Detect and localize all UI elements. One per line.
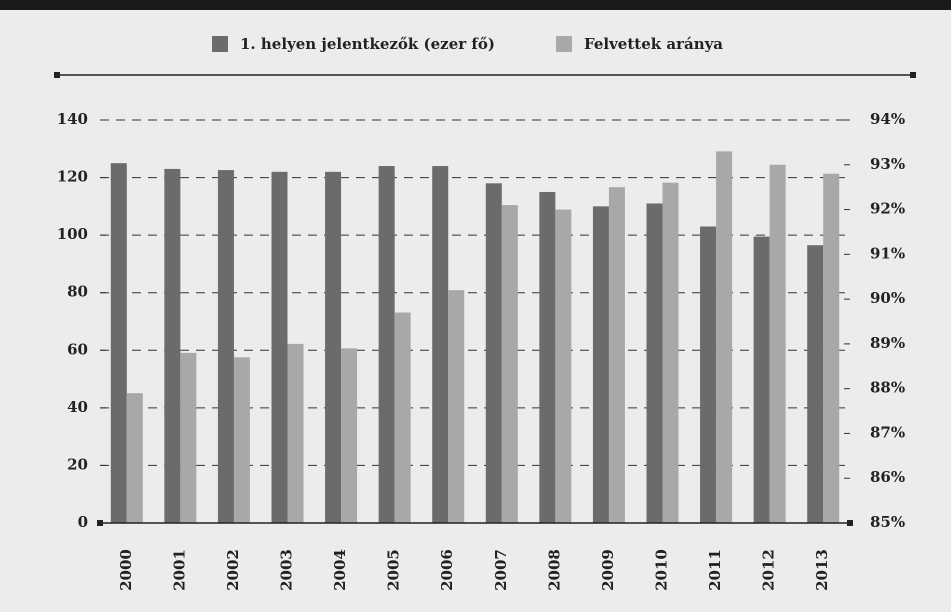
x-tick-label: 2012: [760, 549, 778, 591]
y-tick-label: 120: [57, 168, 88, 186]
y-tick-label: 80: [67, 283, 88, 301]
bar: [539, 191, 556, 523]
y-tick-label: 0: [78, 513, 88, 531]
bar: [432, 166, 449, 524]
bar: [662, 182, 679, 523]
y2-tick-label: 92%: [870, 200, 905, 218]
bar: [341, 348, 358, 523]
bar: [608, 187, 625, 523]
legend-label: 1. helyen jelentkezők (ezer fő): [240, 35, 495, 53]
bar: [592, 206, 609, 523]
y2-tick-label: 89%: [870, 334, 905, 352]
bar: [700, 226, 717, 523]
x-tick-label: 2010: [653, 549, 671, 591]
bar: [287, 343, 304, 523]
bar: [485, 183, 502, 524]
bar: [164, 168, 181, 523]
x-tick-label: 2006: [438, 549, 456, 591]
bar: [180, 352, 197, 523]
y-tick-label: 140: [57, 110, 88, 128]
y2-tick-label: 93%: [870, 155, 905, 173]
legend-swatch: [556, 36, 572, 52]
x-tick-label: 2003: [278, 549, 296, 591]
bar: [448, 290, 465, 523]
bar: [646, 203, 663, 523]
bar: [753, 236, 770, 523]
bar: [217, 170, 234, 523]
x-tick-label: 2013: [813, 549, 831, 591]
y2-tick-label: 86%: [870, 468, 905, 486]
x-tick-label: 2009: [599, 549, 617, 591]
legend-label: Felvettek aránya: [584, 35, 723, 53]
bar: [716, 151, 733, 523]
bar: [807, 245, 824, 524]
bar: [555, 209, 572, 524]
y-tick-label: 20: [67, 455, 88, 473]
x-tick-label: 2001: [170, 549, 188, 591]
y-tick-label: 60: [67, 340, 88, 358]
y2-tick-label: 85%: [870, 513, 905, 531]
bar: [325, 171, 342, 524]
bar: [394, 312, 411, 523]
bar: [233, 357, 250, 523]
x-tick-label: 2011: [706, 549, 724, 591]
y-tick-label: 100: [57, 225, 88, 243]
x-tick-label: 2002: [224, 549, 242, 591]
x-tick-label: 2004: [331, 549, 349, 591]
bar: [769, 164, 786, 523]
bar: [823, 173, 840, 523]
bar: [271, 171, 288, 524]
axis-end: [847, 520, 853, 526]
header-band: [0, 0, 951, 10]
rule-end: [910, 72, 916, 78]
y-tick-label: 40: [67, 398, 88, 416]
bar: [126, 393, 143, 523]
x-tick-label: 2000: [117, 549, 135, 591]
x-tick-label: 2005: [385, 549, 403, 591]
x-tick-label: 2007: [492, 549, 510, 591]
axis-end: [97, 520, 103, 526]
y2-tick-label: 88%: [870, 379, 905, 397]
legend-swatch: [212, 36, 228, 52]
rule-end: [54, 72, 60, 78]
bar: [378, 166, 395, 524]
y2-tick-label: 90%: [870, 289, 905, 307]
y2-tick-label: 94%: [870, 110, 905, 128]
bar: [110, 163, 127, 523]
y2-tick-label: 91%: [870, 244, 905, 262]
x-tick-label: 2008: [545, 549, 563, 591]
y2-tick-label: 87%: [870, 423, 905, 441]
bar: [501, 205, 518, 524]
